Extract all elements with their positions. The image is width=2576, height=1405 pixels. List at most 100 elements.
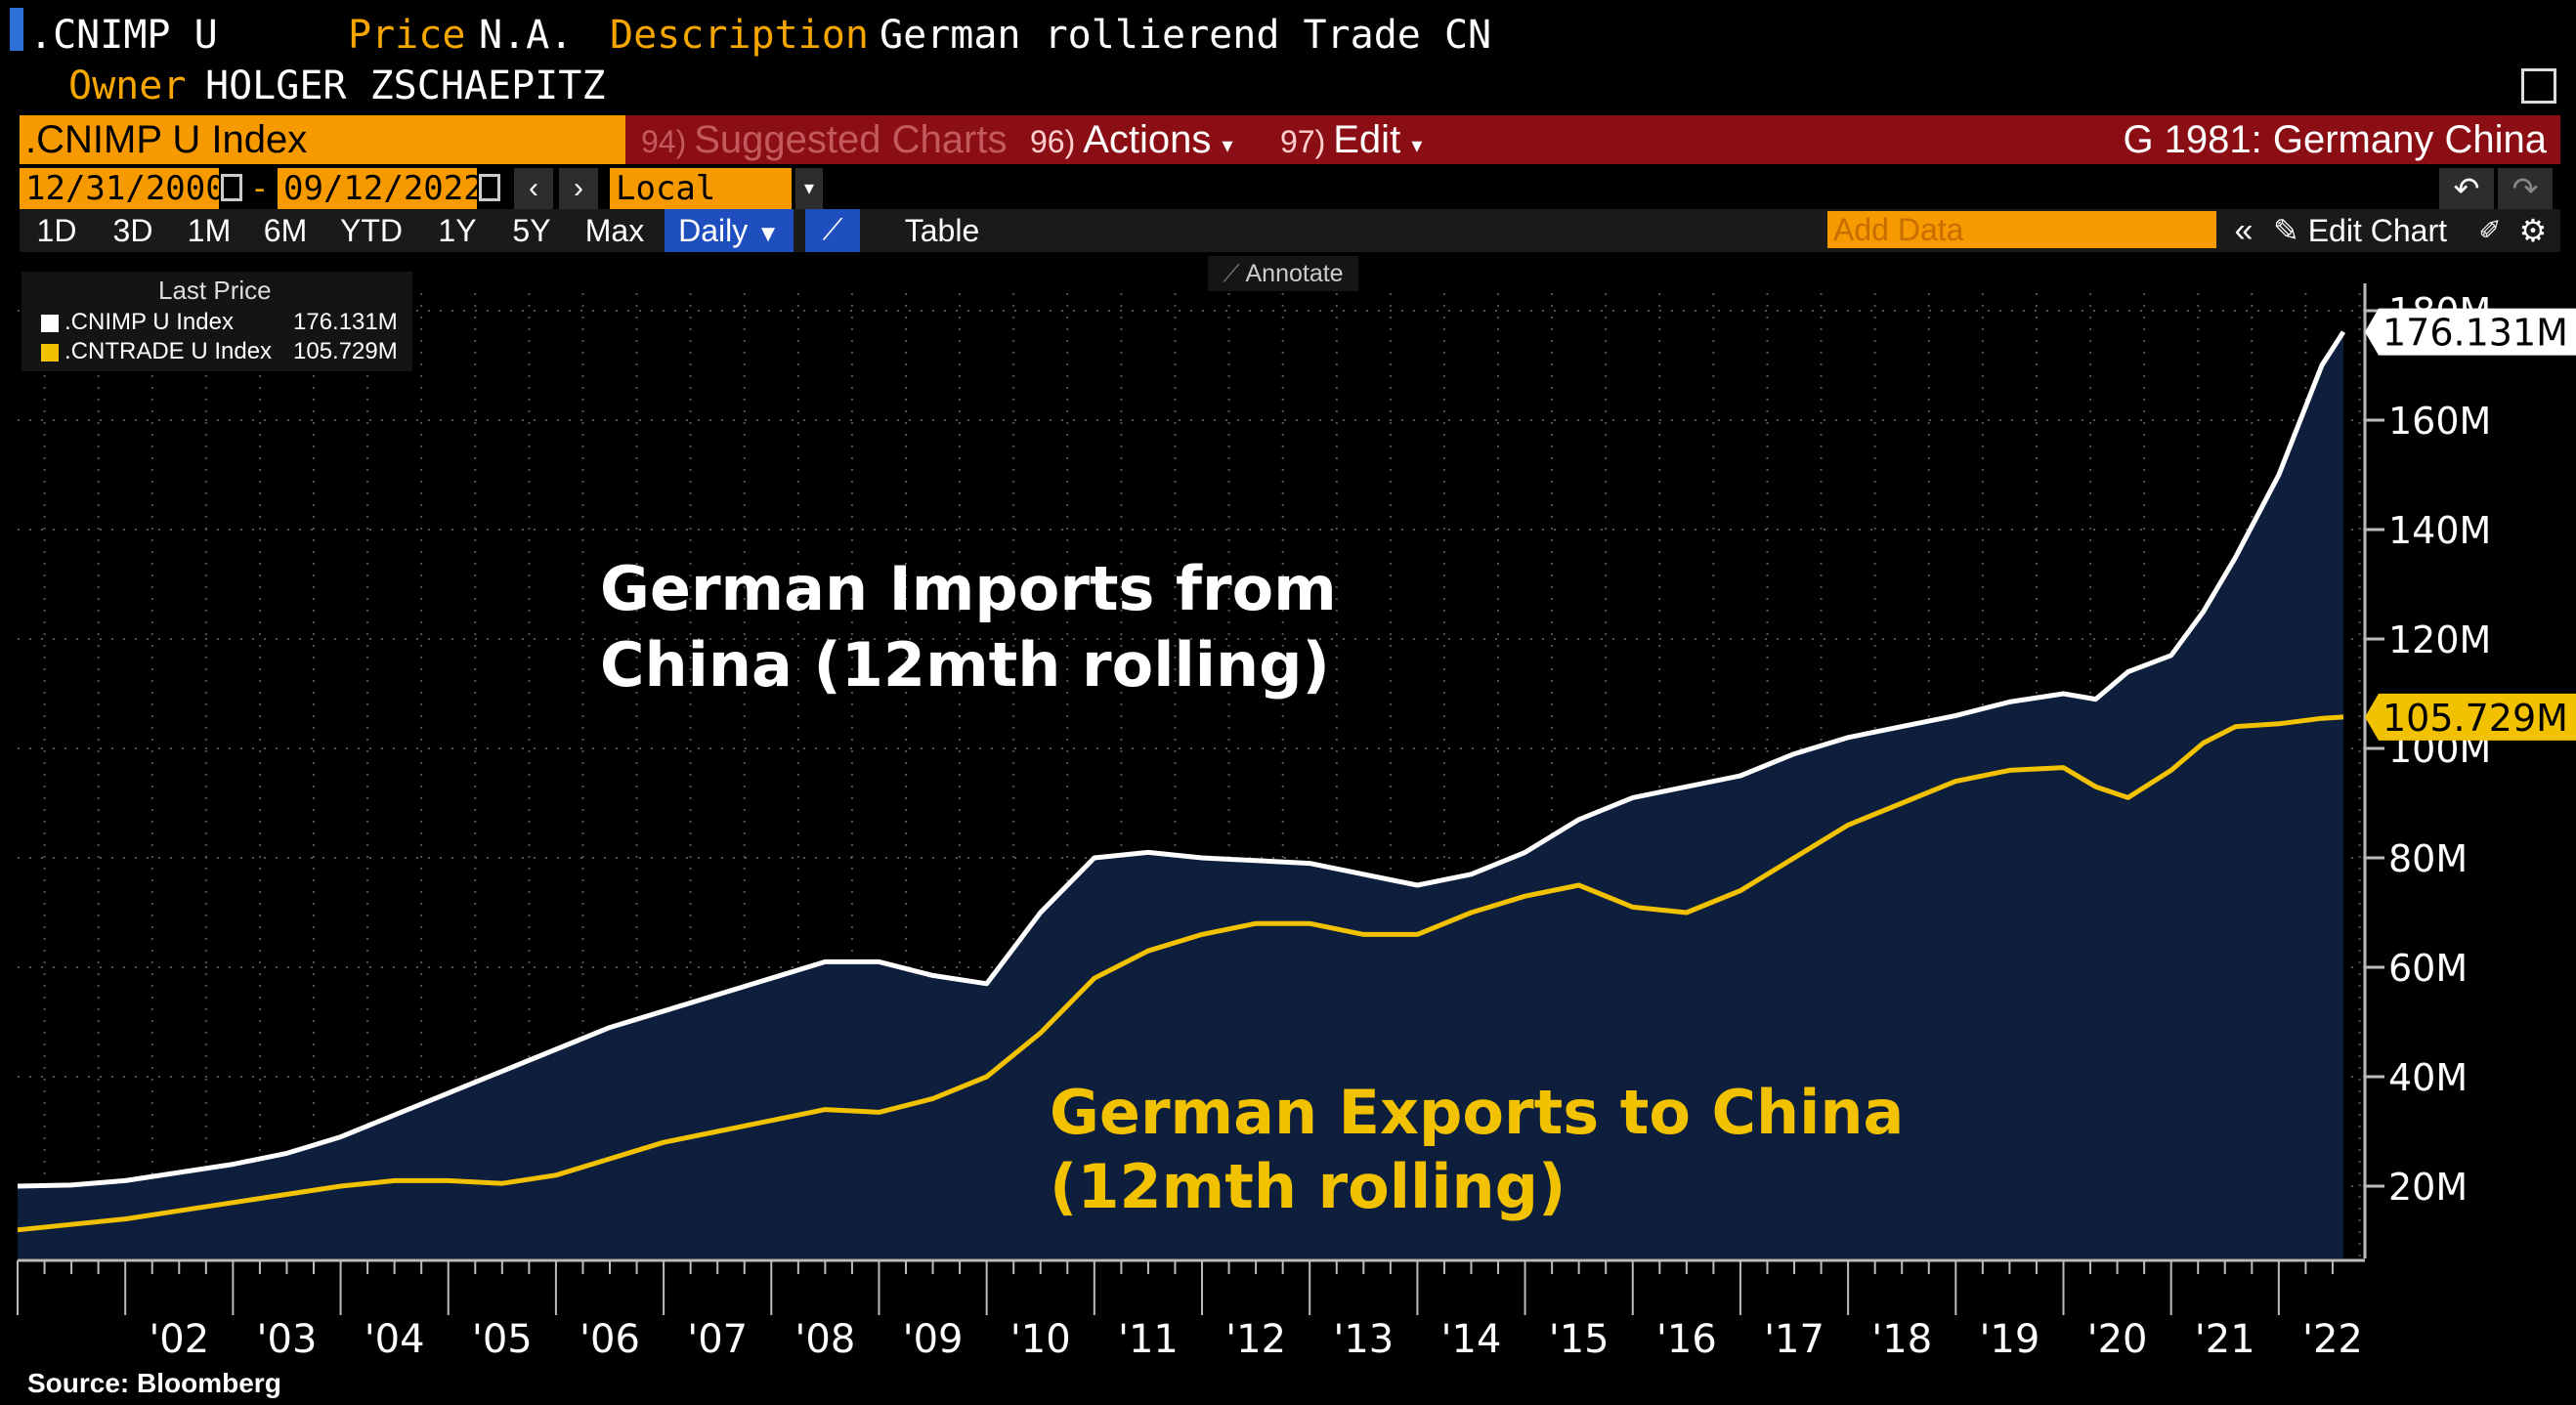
period-1d[interactable]: 1D [36,213,77,248]
legend-item-exports: .CNTRADE U Index [41,338,272,365]
edit-chart-button[interactable]: ✎ Edit Chart [2273,209,2463,252]
gear-icon[interactable]: ⚙ [2518,213,2548,248]
suggested-charts-number: 94) [641,124,687,159]
header-ticker: .CNIMP U [29,13,218,58]
x-tick-label-11: '13 [1333,1317,1394,1362]
x-tick-label-9: '11 [1118,1317,1179,1362]
suggested-charts-label: Suggested Charts [694,118,1008,161]
exports-last-value-tag-bg [2365,693,2576,741]
header-blue-marker [10,8,23,51]
legend-title: Last Price [158,276,272,305]
legend-item-imports: .CNIMP U Index [41,309,234,336]
edit-number: 97) [1280,124,1326,159]
chart-edit-icon[interactable]: ✐ [2478,215,2502,245]
legend-imports-name: .CNIMP U Index [64,309,234,335]
edit-menu[interactable]: 97) Edit ▾ [1280,115,1422,164]
exports-last-value-tag: 105.729M [2365,693,2576,741]
period-6m[interactable]: 6M [263,213,308,248]
legend-swatch-yellow [41,343,59,362]
imports-last-value-tag-bg [2365,308,2576,356]
actions-menu[interactable]: 96) Actions ▾ [1030,115,1233,164]
table-button[interactable]: Table [904,213,980,248]
x-tick-label-8: '10 [1010,1317,1071,1362]
end-calendar-icon[interactable] [479,174,500,201]
header-owner-label: Owner [68,64,187,108]
x-tick-label-5: '07 [687,1317,748,1362]
period-max[interactable]: Max [584,213,645,248]
x-tick-label-10: '12 [1225,1317,1286,1362]
exports-series-line [17,714,2344,1233]
start-date-field[interactable]: 12/31/2000 [20,168,226,209]
currency-select[interactable]: Local CCY [610,168,792,249]
period-3d[interactable]: 3D [112,213,153,248]
start-calendar-icon[interactable] [221,174,242,201]
x-tick-label-2: '04 [365,1317,425,1362]
suggested-charts-menu[interactable]: 94) Suggested Charts [641,115,1007,164]
x-tick-label-7: '09 [903,1317,964,1362]
x-tick-label-0: '02 [149,1317,209,1362]
pencil-icon: ✎ [2273,213,2299,248]
collapse-icon[interactable]: « [2234,212,2254,249]
actions-caret-icon: ▾ [1222,133,1233,157]
x-tick-label-3: '05 [472,1317,533,1362]
x-tick-label-17: '19 [1979,1317,2039,1362]
add-data-input[interactable]: Add Data [1827,211,2216,248]
imports-annotation-line2: China (12mth rolling) [600,629,1330,701]
period-1m[interactable]: 1M [187,213,232,248]
x-tick-label-12: '14 [1441,1317,1502,1362]
header-price-value: N.A. [479,13,574,58]
y-tick-label-7: 160M [2388,400,2491,443]
date-back-button[interactable]: ‹ [514,168,553,209]
period-1y[interactable]: 1Y [438,213,477,248]
legend-exports-name: .CNTRADE U Index [64,338,273,364]
edit-caret-icon: ▾ [1411,133,1423,157]
edit-chart-label: Edit Chart [2307,213,2447,248]
y-tick-label-3: 80M [2388,837,2468,880]
x-tick-label-4: '06 [580,1317,640,1362]
x-tick-label-1: '03 [257,1317,318,1362]
y-tick-label-1: 40M [2388,1056,2468,1099]
frequency-label: Daily [678,213,749,248]
end-date-field[interactable]: 09/12/2022 [278,168,484,209]
frequency-select[interactable]: Daily ▼ [665,209,794,252]
annotate-pencil-icon: ⟋ [1223,260,1240,287]
annotate-label: Annotate [1245,260,1344,287]
exports-last-value-tag-label: 105.729M [2383,697,2568,740]
x-tick-label-15: '17 [1764,1317,1825,1362]
popout-icon[interactable] [2521,68,2556,104]
date-separator: - [254,170,266,207]
actions-number: 96) [1030,124,1076,159]
y-tick-label-0: 20M [2388,1166,2468,1209]
x-tick-label-19: '21 [2195,1317,2255,1362]
y-tick-label-5: 120M [2388,618,2491,661]
undo-icon[interactable]: ↶ [2439,168,2494,209]
annotate-button[interactable]: ⟋ Annotate [1208,256,1358,291]
x-tick-label-6: '08 [794,1317,855,1362]
date-forward-button[interactable]: › [559,168,598,209]
y-tick-label-2: 60M [2388,947,2468,990]
imports-area-fill [18,331,2343,1258]
imports-last-value-tag: 176.131M [2365,308,2576,356]
x-tick-label-16: '18 [1871,1317,1932,1362]
x-tick-label-13: '15 [1549,1317,1610,1362]
imports-annotation-line1: German Imports from [600,553,1337,624]
redo-icon[interactable]: ↷ [2498,168,2553,209]
x-tick-label-18: '20 [2087,1317,2148,1362]
imports-series-line [17,330,2346,1189]
header-description-value: German rollierend Trade CN [880,13,1492,58]
legend-imports-value: 176.131M [293,309,398,335]
currency-dropdown-icon[interactable]: ▾ [795,168,823,209]
exports-annotation-line2: (12mth rolling) [1050,1151,1566,1222]
header-owner-value: HOLGER ZSCHAEPITZ [205,64,606,108]
security-field[interactable]: .CNIMP U Index [20,115,625,164]
exports-annotation-line1: German Exports to China [1050,1077,1904,1148]
legend: Last Price .CNIMP U Index 176.131M .CNTR… [21,272,412,371]
x-tick-label-14: '16 [1656,1317,1717,1362]
actions-label: Actions [1083,118,1212,161]
line-chart-icon[interactable]: ⟋ [805,209,860,252]
header-price-label: Price [348,13,466,58]
edit-label: Edit [1333,118,1401,161]
period-5y[interactable]: 5Y [512,213,551,248]
period-ytd[interactable]: YTD [340,213,403,248]
